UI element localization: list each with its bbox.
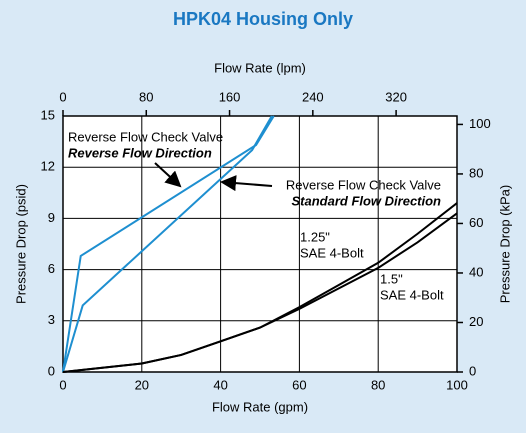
x2-tick-label: 240 [302, 89, 324, 104]
y2-tick-label: 100 [469, 116, 491, 131]
x2-tick-label: 320 [385, 89, 407, 104]
annotation: Reverse Flow Direction [68, 145, 212, 160]
annotation: Standard Flow Direction [291, 193, 441, 208]
y-tick-label: 12 [41, 159, 55, 174]
y2-tick-label: 0 [469, 363, 476, 378]
annotation: Reverse Flow Check Valve [68, 129, 223, 144]
data-line [62, 115, 275, 373]
x-tick-label: 0 [59, 377, 66, 392]
data-line [62, 212, 458, 373]
plot-area [62, 115, 458, 373]
x-tick-label: 20 [135, 377, 149, 392]
y-tick-label: 9 [48, 210, 55, 225]
y-tick-label: 6 [48, 261, 55, 276]
y2-tick-label: 20 [469, 314, 483, 329]
annotation: Reverse Flow Check Valve [286, 177, 441, 192]
y2-tick-label: 80 [469, 165, 483, 180]
chart-title: HPK04 Housing Only [173, 9, 353, 29]
x-tick-label: 80 [371, 377, 385, 392]
y-tick-label: 3 [48, 312, 55, 327]
y2-tick-label: 40 [469, 264, 483, 279]
y-tick-label: 15 [41, 107, 55, 122]
x-tick-label: 60 [292, 377, 306, 392]
annotation: 1.25" [300, 229, 330, 244]
annotation: SAE 4-Bolt [380, 287, 444, 302]
y-tick-label: 0 [48, 363, 55, 378]
data-line [62, 115, 273, 373]
x2-axis-label: Flow Rate (lpm) [214, 60, 306, 75]
y2-axis-label: Pressure Drop (kPa) [497, 185, 512, 303]
x-axis-label: Flow Rate (gpm) [212, 399, 308, 414]
y-axis-label: Pressure Drop (psid) [13, 184, 28, 304]
x2-tick-label: 80 [139, 89, 153, 104]
x2-tick-label: 0 [59, 89, 66, 104]
annotation: 1.5" [380, 271, 403, 286]
x-tick-label: 100 [446, 377, 468, 392]
arrow [220, 175, 273, 192]
y2-tick-label: 60 [469, 215, 483, 230]
x2-tick-label: 160 [219, 89, 241, 104]
x-tick-label: 40 [213, 377, 227, 392]
annotation: SAE 4-Bolt [300, 245, 364, 260]
